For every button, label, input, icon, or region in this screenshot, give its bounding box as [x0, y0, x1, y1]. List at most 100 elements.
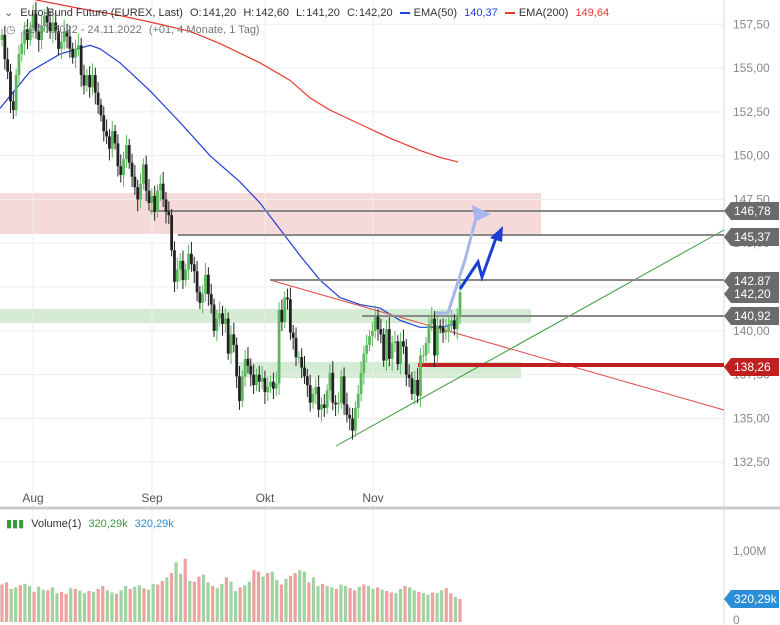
volume-bar [238, 587, 242, 622]
legend-line-1: ⌄ Euro-Bund Future (EUREX, Last) O:141,2… [4, 6, 613, 19]
volume-bar [4, 582, 9, 622]
candle-body [51, 22, 55, 32]
volume-value-1: 320,29k [88, 518, 128, 530]
volume-bar [375, 587, 380, 622]
volume-axis: 1,00M 0 320,29k [724, 544, 779, 625]
candle-body [447, 323, 451, 331]
volume-value-2: 320,29k [134, 518, 174, 530]
candle-body [266, 386, 270, 393]
candle-body [62, 31, 66, 42]
candle-body [91, 75, 94, 88]
ohlc-h: 142,60 [255, 7, 289, 19]
candle-body [68, 36, 72, 49]
candle-body [257, 374, 261, 382]
ema200-swatch [504, 12, 515, 15]
volume-label: Volume(1) [31, 518, 82, 530]
volume-legend: ▮▮▮ Volume(1) 320,29k 320,29k [6, 517, 178, 530]
volume-bar [101, 586, 105, 622]
time-axis: Aug Sep Okt Nov [22, 491, 383, 505]
volume-bar [69, 588, 73, 622]
volume-bar [146, 589, 151, 622]
volume-bar [389, 592, 393, 622]
candle-body [57, 31, 60, 49]
volume-bar [362, 584, 366, 622]
candle-body [263, 378, 267, 393]
volume-bar [82, 593, 87, 622]
candle-body [40, 26, 43, 41]
price-tag-bg [724, 358, 779, 376]
price-tag-bg [724, 307, 779, 325]
projection-arrow-light [435, 205, 491, 315]
volume-bar [14, 587, 18, 622]
candle-body [170, 215, 174, 251]
x-tick-label: Okt [256, 491, 275, 505]
candle-body [416, 379, 419, 396]
candle-body [181, 260, 185, 281]
volume-bar [417, 591, 421, 622]
candle-body [359, 372, 363, 394]
candle-body [187, 253, 190, 270]
candle-body [444, 330, 448, 333]
candle-body [218, 313, 222, 319]
candle-body [370, 330, 374, 337]
volume-bar [261, 576, 265, 622]
candle-body [147, 190, 151, 203]
candle-body [390, 343, 394, 359]
candle-body [232, 334, 236, 345]
candle-body [283, 297, 287, 323]
volume-tick-label: 1,00M [733, 544, 766, 558]
chevron-icon[interactable]: ⌄ [4, 7, 14, 19]
legend-line-2: ◷ 22.07.2022 - 24.11.2022 (+01, 4 Monate… [6, 23, 264, 36]
candle-body [105, 131, 109, 137]
candle-body [286, 297, 289, 300]
candle-body [452, 320, 456, 330]
candle-body [455, 316, 459, 330]
volume-bar [243, 585, 247, 622]
volume-bar [403, 586, 407, 622]
ema200-value: 149,64 [575, 7, 610, 19]
volume-bar [357, 586, 361, 622]
candle-body [102, 115, 106, 132]
volume-bar [325, 586, 329, 622]
candle-body [150, 195, 154, 203]
volume-bar [128, 588, 132, 622]
candle-body [20, 43, 24, 55]
candle-body [365, 344, 369, 354]
y-tick-label: 150,00 [733, 149, 770, 163]
volume-bar [321, 583, 325, 622]
volume-last-tag [724, 589, 779, 608]
volume-bars-icon: ▮▮▮ [6, 518, 25, 530]
volume-bar [307, 582, 311, 622]
candle-body [379, 329, 383, 335]
ohlc-l: 141,20 [306, 7, 340, 19]
volume-bar [293, 573, 297, 622]
volume-bar [211, 586, 215, 622]
candle-body [305, 376, 309, 386]
price-tag-label: 140,92 [734, 309, 771, 323]
candle-body [17, 54, 21, 76]
volume-tick-label: 0 [733, 613, 740, 625]
volume-bar [87, 591, 91, 622]
ohlc-c: 142,20 [358, 7, 393, 19]
y-tick-label: 155,00 [733, 61, 770, 75]
candle-body [368, 336, 371, 345]
candle-body [413, 379, 417, 394]
candle-body [269, 381, 272, 387]
candle-body [156, 190, 159, 212]
volume-bar [73, 588, 77, 622]
candle-body [136, 187, 140, 200]
volume-bar [55, 593, 59, 622]
candle-body [342, 376, 346, 405]
instrument-name: Euro-Bund Future (EUREX, Last) [20, 7, 183, 19]
candle-body [331, 372, 335, 403]
ema50-swatch [399, 12, 410, 15]
volume-bar [224, 577, 229, 622]
volume-bar [183, 558, 187, 622]
volume-bar [206, 582, 210, 622]
candle-body [373, 316, 377, 331]
candle-body [243, 358, 247, 377]
ohlc-h-label: H: [243, 7, 255, 19]
candle-body [322, 404, 326, 408]
candle-body [255, 374, 258, 386]
